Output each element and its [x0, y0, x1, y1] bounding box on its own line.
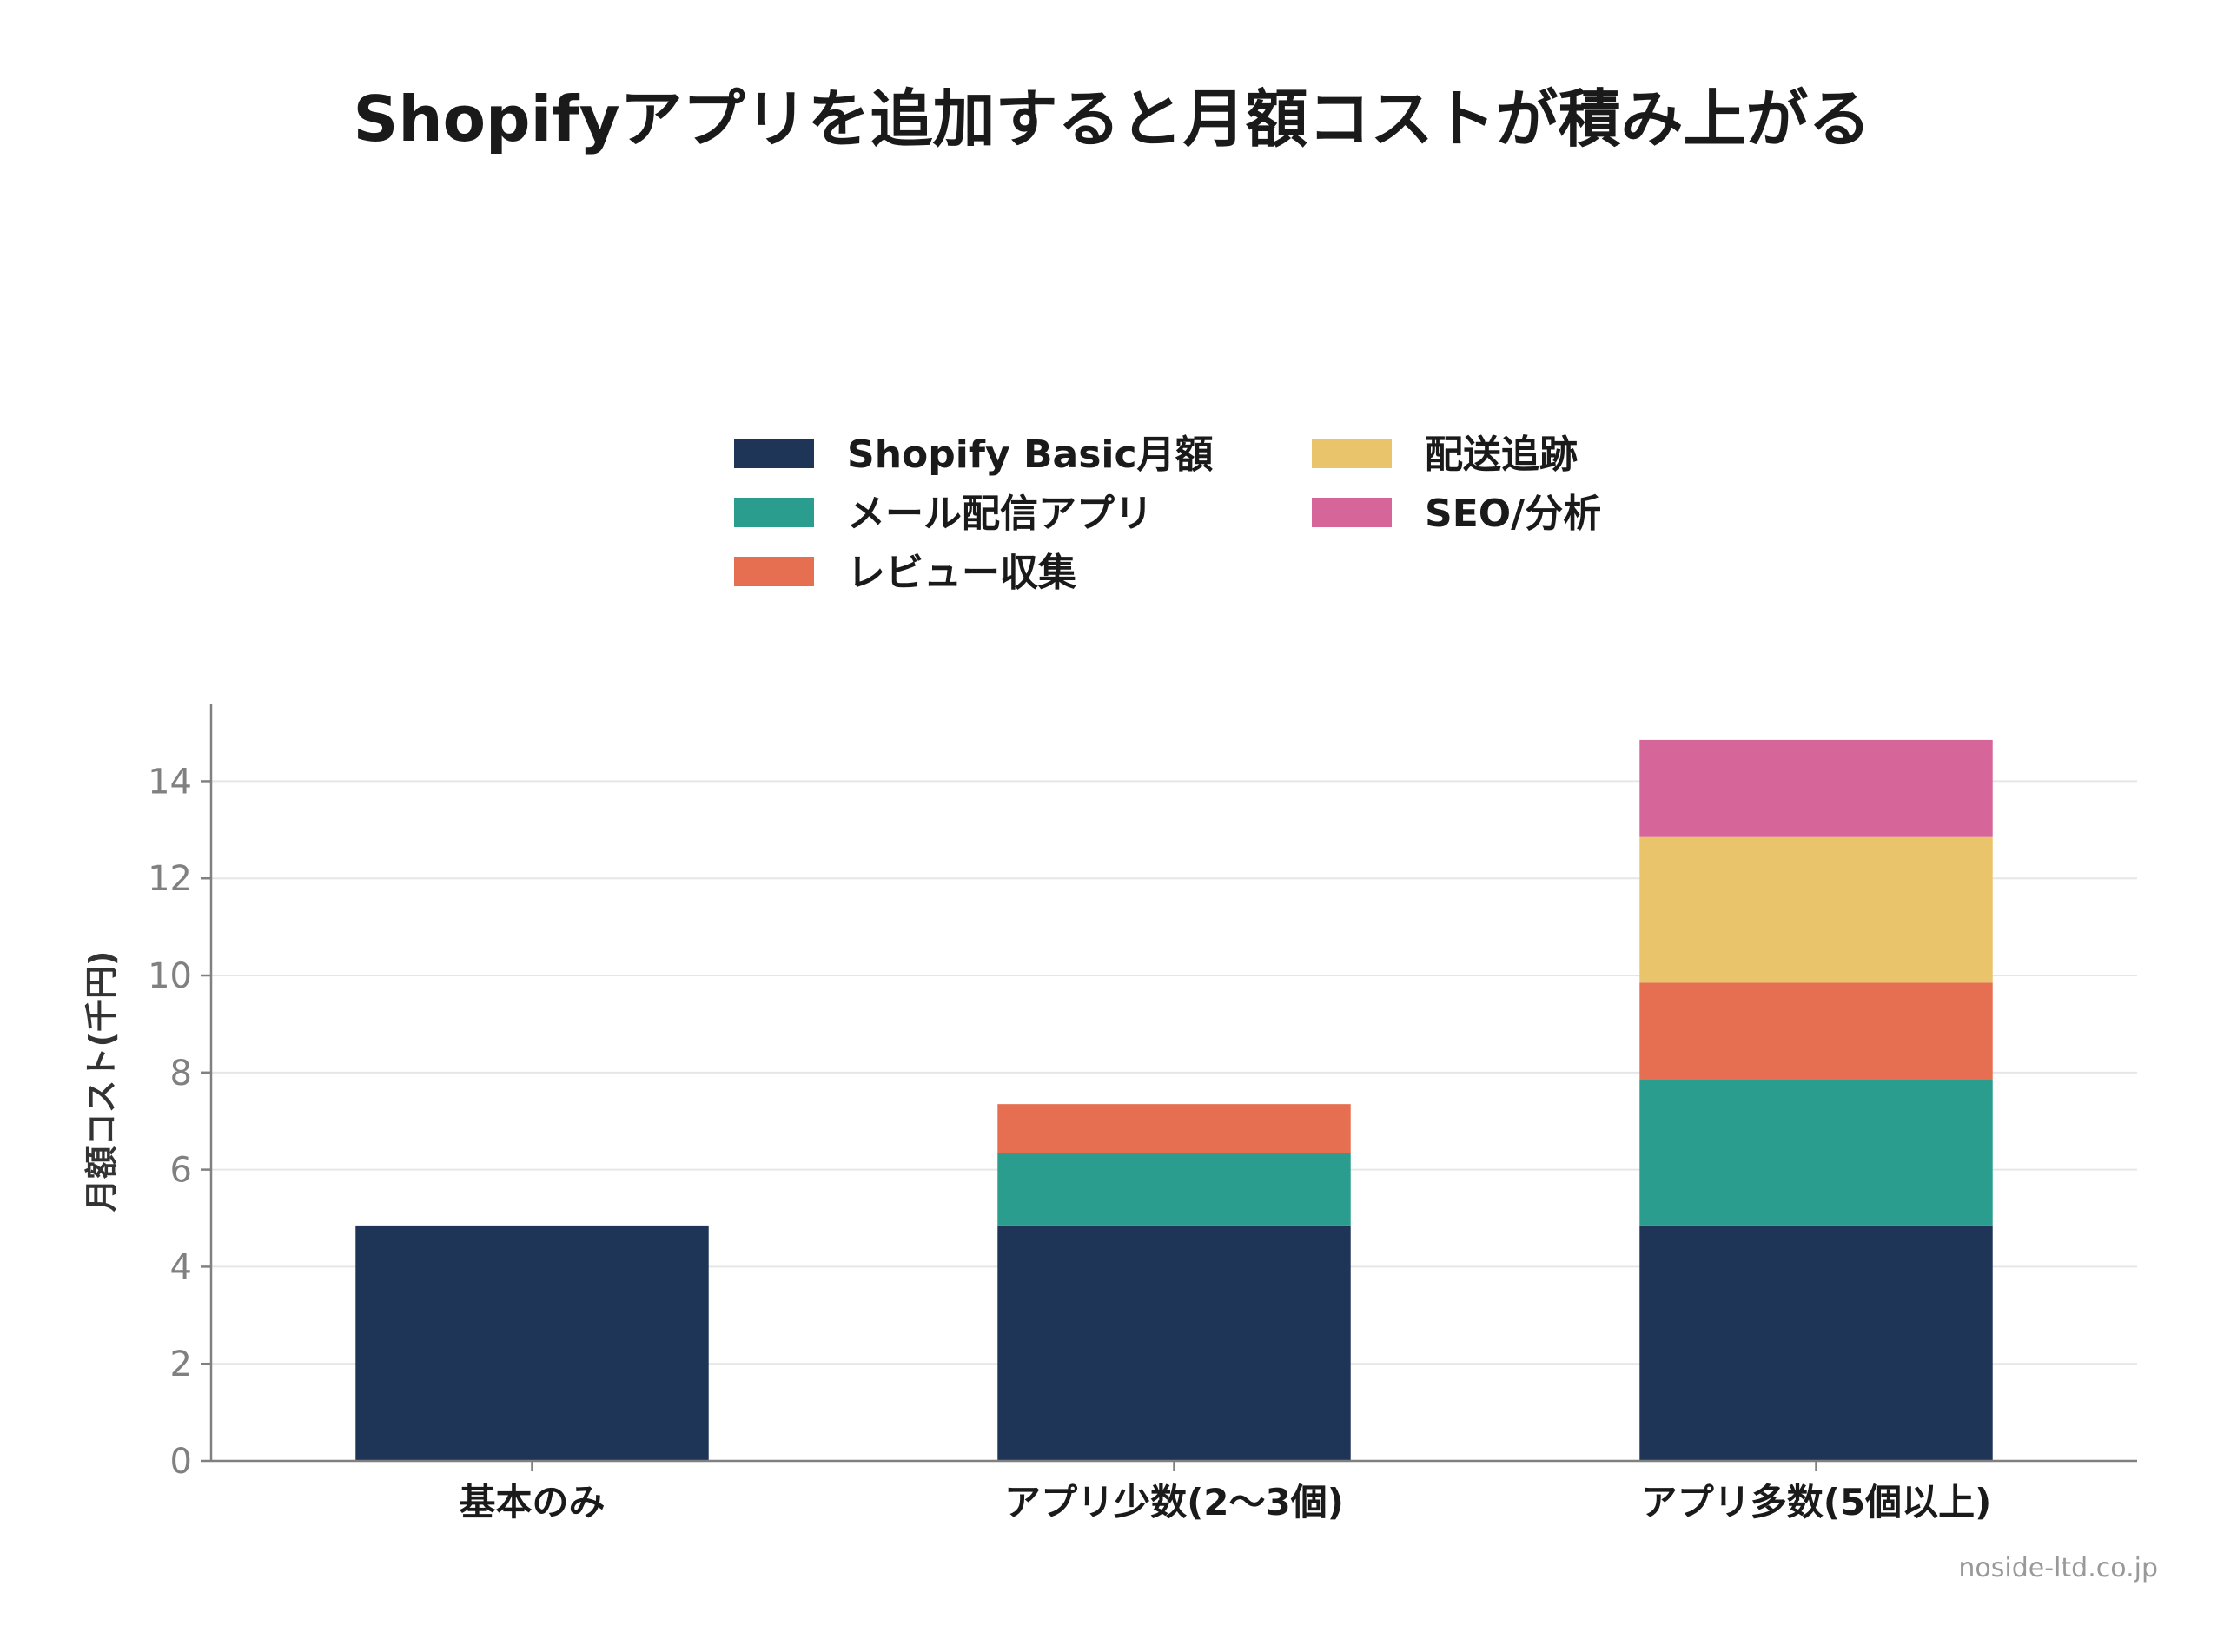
- chart-title: Shopifyアプリを追加すると月額コストが積み上がる: [353, 83, 1870, 155]
- legend-label: レビュー収集: [847, 551, 1076, 595]
- legend-label: メール配信アプリ: [847, 492, 1153, 536]
- bar-segment: [997, 1225, 1351, 1461]
- x-tick-label: アプリ少数(2〜3個): [1004, 1481, 1344, 1523]
- legend-swatch: [1312, 498, 1392, 527]
- legend-swatch: [734, 557, 814, 586]
- y-tick-label: 6: [170, 1151, 192, 1191]
- legend-swatch: [734, 439, 814, 468]
- legend-label: 配送追跡: [1425, 433, 1578, 477]
- y-tick-label: 2: [170, 1345, 192, 1384]
- bar-segment: [1639, 739, 1993, 837]
- bars: [355, 739, 1993, 1461]
- y-axis-label: 月額コスト(千円): [83, 951, 121, 1213]
- bar-segment: [997, 1153, 1351, 1226]
- y-tick-label: 0: [170, 1442, 192, 1482]
- bar-segment: [1639, 1225, 1993, 1461]
- bar-segment: [1639, 982, 1993, 1080]
- axes: 0 2 4 6 8 10 12 14 基本のみ アプリ少数(2〜3個) アプリ多数(5個以上): [148, 704, 2137, 1523]
- x-tick-label: アプリ多数(5個以上): [1641, 1481, 1992, 1523]
- credit-text: noside-ltd.co.jp: [1958, 1553, 2158, 1583]
- legend-swatch: [1312, 439, 1392, 468]
- y-tick-label: 10: [148, 956, 192, 996]
- x-tick-label: 基本のみ: [459, 1481, 605, 1523]
- bar-segment: [355, 1225, 709, 1461]
- bar-segment: [1639, 1080, 1993, 1226]
- bar-segment: [1639, 836, 1993, 983]
- y-tick-label: 12: [148, 859, 192, 899]
- y-tick-label: 14: [148, 762, 192, 802]
- y-tick-label: 4: [170, 1247, 192, 1287]
- bar-segment: [997, 1104, 1351, 1153]
- legend-label: SEO/分析: [1425, 492, 1601, 536]
- y-tick-label: 8: [170, 1054, 192, 1094]
- legend-label: Shopify Basic月額: [847, 433, 1214, 477]
- legend-swatch: [734, 498, 814, 527]
